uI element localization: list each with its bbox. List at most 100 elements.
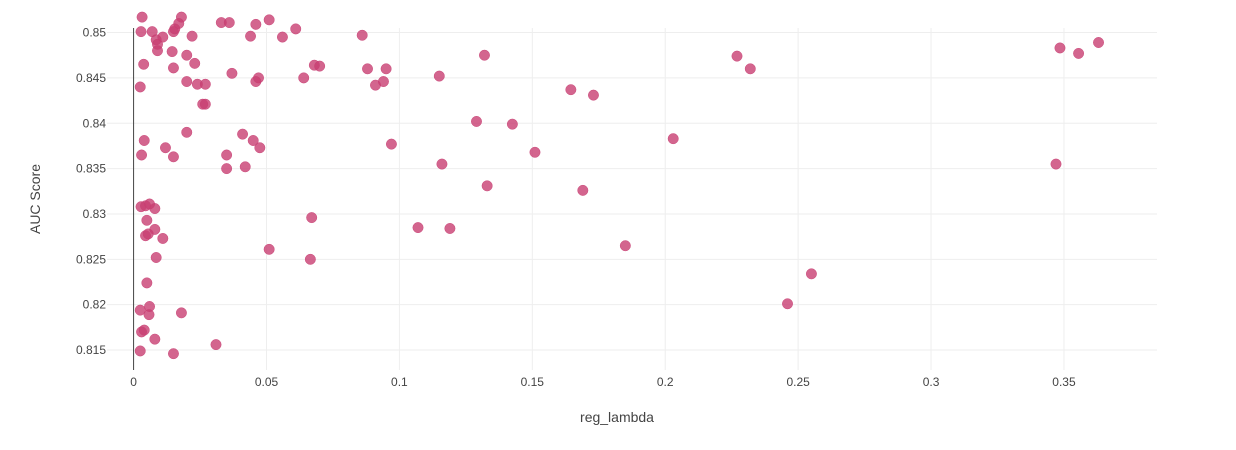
scatter-point — [731, 50, 743, 62]
scatter-point — [247, 135, 259, 146]
scatter-point — [619, 240, 631, 252]
scatter-point — [186, 30, 198, 42]
scatter-point — [149, 203, 161, 214]
scatter-point — [412, 222, 424, 234]
scatter-point — [141, 277, 153, 289]
scatter-point — [433, 70, 445, 82]
scatter-point — [136, 149, 148, 161]
scatter-point — [667, 133, 679, 145]
scatter-point — [744, 63, 756, 75]
scatter-point — [1073, 47, 1085, 59]
y-tick-label: 0.83 — [83, 207, 107, 221]
scatter-point — [149, 223, 161, 235]
scatter-point — [290, 23, 302, 35]
x-tick-label: 0 — [130, 375, 137, 389]
scatter-point — [138, 58, 150, 70]
scatter-point — [221, 149, 233, 161]
scatter-point — [143, 309, 155, 321]
scatter-point — [199, 78, 211, 90]
scatter-point — [181, 126, 193, 138]
scatter-point — [157, 31, 169, 43]
scatter-point — [253, 72, 264, 84]
scatter-point — [304, 253, 316, 265]
scatter-point — [199, 98, 211, 110]
y-tick-label: 0.825 — [76, 252, 106, 266]
grid-lines — [107, 28, 1157, 370]
scatter-point — [166, 46, 178, 58]
scatter-point — [565, 84, 577, 96]
scatter-point — [175, 11, 187, 23]
scatter-point — [263, 14, 275, 26]
scatter-point — [385, 138, 397, 150]
scatter-point — [210, 339, 222, 351]
y-tick-label: 0.84 — [83, 116, 107, 130]
scatter-point — [168, 62, 179, 74]
scatter-point — [157, 233, 169, 244]
x-axis-title: reg_lambda — [580, 409, 654, 425]
scatter-point — [577, 184, 589, 196]
scatter-point — [250, 18, 262, 30]
y-tick-label: 0.835 — [76, 162, 106, 176]
scatter-point — [263, 243, 275, 255]
scatter-point — [160, 142, 171, 154]
y-tick-labels: 0.815 0.82 0.825 0.83 0.835 0.84 0.845 0.85 — [76, 26, 106, 358]
scatter-point — [245, 30, 256, 42]
scatter-point — [138, 324, 150, 336]
scatter-point — [380, 63, 392, 75]
scatter-point — [1054, 42, 1066, 54]
scatter-point — [221, 163, 233, 175]
x-tick-label: 0.05 — [255, 375, 279, 389]
scatter-point — [1093, 37, 1104, 48]
scatter-point — [168, 348, 179, 360]
scatter-point — [141, 214, 153, 226]
x-tick-label: 0.35 — [1052, 375, 1076, 389]
scatter-point — [237, 128, 249, 140]
scatter-point — [134, 345, 146, 357]
scatter-point — [314, 60, 326, 72]
y-tick-label: 0.85 — [83, 26, 107, 40]
scatter-point — [479, 49, 490, 61]
scatter-point — [239, 161, 251, 173]
scatter-point — [152, 45, 163, 57]
scatter-point — [362, 63, 373, 75]
scatter-point — [175, 307, 187, 319]
scatter-point — [150, 252, 162, 263]
scatter-point — [138, 135, 150, 146]
scatter-point — [254, 142, 266, 154]
scatter-point — [134, 81, 146, 93]
scatter-point — [306, 212, 318, 224]
scatter-point — [149, 333, 161, 345]
scatter-point — [1050, 158, 1062, 170]
scatter-point — [436, 158, 448, 170]
scatter-point — [588, 89, 599, 101]
scatter-point — [444, 223, 456, 234]
scatter-point — [356, 29, 368, 41]
x-tick-labels: 0 0.05 0.1 0.15 0.2 0.25 0.3 0.35 — [130, 375, 1076, 389]
scatter-point — [181, 49, 193, 61]
scatter-point — [168, 151, 179, 163]
scatter-point — [223, 17, 235, 29]
scatter-point — [298, 72, 310, 84]
y-tick-label: 0.82 — [83, 298, 107, 312]
y-axis-title: AUC Score — [27, 164, 43, 234]
scatter-point — [506, 118, 518, 130]
scatter-point — [529, 146, 541, 158]
y-tick-label: 0.815 — [76, 343, 106, 357]
scatter-point — [805, 268, 817, 280]
scatter-point — [378, 76, 389, 87]
y-tick-label: 0.845 — [76, 71, 106, 85]
scatter-point — [276, 31, 288, 43]
scatter-point — [226, 67, 238, 79]
scatter-point — [136, 11, 148, 23]
scatter-point — [134, 304, 146, 316]
x-tick-label: 0.1 — [391, 375, 408, 389]
x-tick-label: 0.25 — [786, 375, 810, 389]
scatter-point — [189, 57, 201, 69]
x-tick-label: 0.15 — [521, 375, 545, 389]
scatter-point — [782, 298, 793, 310]
x-tick-label: 0.2 — [657, 375, 674, 389]
data-points — [134, 11, 1104, 360]
scatter-point — [471, 115, 482, 127]
scatter-point — [135, 26, 147, 38]
